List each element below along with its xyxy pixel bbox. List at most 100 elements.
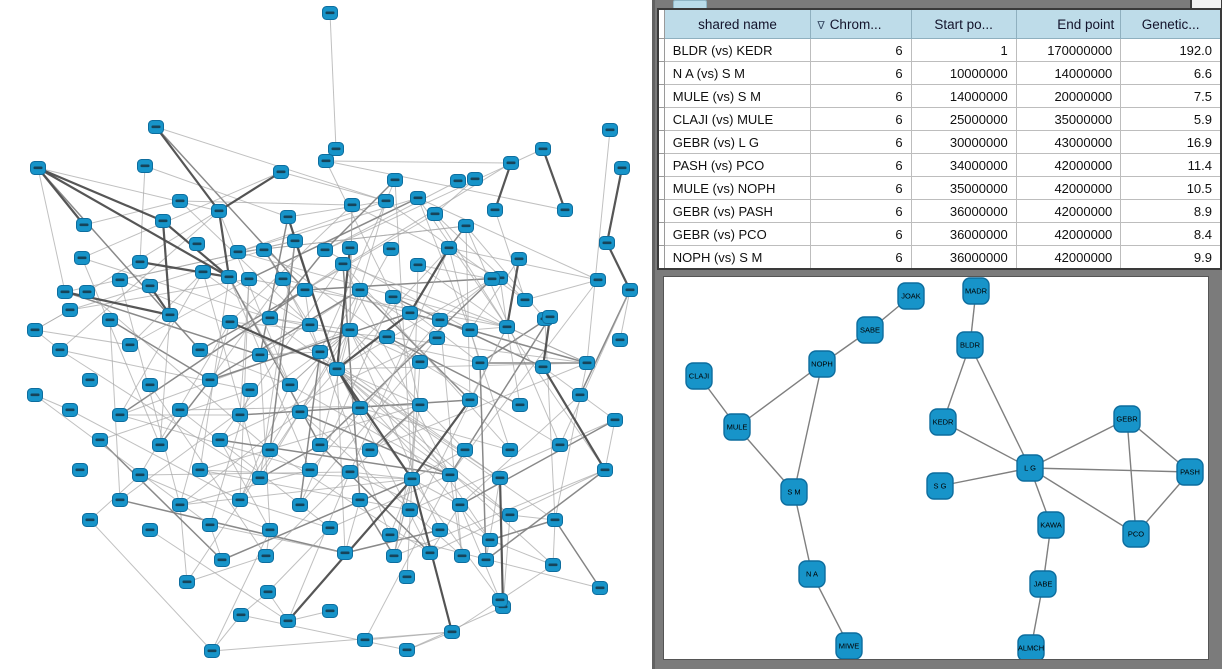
network-node[interactable] [458, 219, 474, 233]
network-node[interactable] [502, 508, 518, 522]
column-header-shared-name[interactable]: shared name [663, 8, 812, 39]
network-node[interactable] [230, 245, 246, 259]
table-cell[interactable]: 35000000 [910, 176, 1017, 200]
network-node[interactable] [335, 257, 351, 271]
main-network-view[interactable] [0, 0, 652, 669]
table-cell[interactable]: GEBR (vs) PASH [663, 199, 812, 223]
network-node[interactable] [148, 120, 164, 134]
table-cell[interactable]: 7.5 [1120, 84, 1222, 108]
network-node[interactable] [511, 252, 527, 266]
network-node[interactable] [52, 343, 68, 357]
network-node[interactable] [233, 608, 249, 622]
network-node[interactable] [478, 553, 494, 567]
table-row[interactable]: MULE (vs) S M 6 14000000 20000000 7.5 [657, 84, 1222, 108]
table-cell[interactable]: 170000000 [1015, 38, 1122, 62]
network-node[interactable] [427, 207, 443, 221]
network-node-sabe[interactable]: SABE [856, 316, 884, 344]
network-node[interactable] [599, 236, 615, 250]
table-cell[interactable]: 6 [810, 176, 912, 200]
network-node[interactable] [399, 570, 415, 584]
table-cell[interactable]: GEBR (vs) PCO [663, 222, 812, 246]
network-node[interactable] [502, 443, 518, 457]
sub-network-view[interactable]: JOAK SABE NOPH CLAJI MULE S M N A MIWE MADR BLDR K… [663, 276, 1209, 662]
network-node-pco[interactable]: PCO [1122, 520, 1150, 548]
network-node[interactable] [260, 585, 276, 599]
network-node[interactable] [545, 558, 561, 572]
network-node[interactable] [329, 362, 345, 376]
network-node[interactable] [312, 438, 328, 452]
network-node[interactable] [499, 320, 515, 334]
table-cell[interactable]: 42000000 [1015, 176, 1122, 200]
table-cell[interactable]: 34000000 [910, 153, 1017, 177]
network-node-claji[interactable]: CLAJI [685, 362, 713, 390]
network-node[interactable] [72, 463, 88, 477]
table-cell[interactable]: 6 [810, 61, 912, 85]
network-node[interactable] [132, 255, 148, 269]
network-node[interactable] [492, 471, 508, 485]
network-node[interactable] [172, 194, 188, 208]
table-cell[interactable]: 6 [810, 107, 912, 131]
network-node[interactable] [422, 546, 438, 560]
network-node-miwe[interactable]: MIWE [835, 632, 863, 660]
network-node-kawa[interactable]: KAWA [1037, 511, 1065, 539]
network-node[interactable] [122, 338, 138, 352]
table-cell[interactable]: 36000000 [910, 199, 1017, 223]
network-node[interactable] [402, 306, 418, 320]
network-node[interactable] [512, 398, 528, 412]
network-node[interactable] [275, 272, 291, 286]
network-node[interactable] [441, 241, 457, 255]
network-node[interactable] [252, 348, 268, 362]
network-node[interactable] [482, 533, 498, 547]
network-node[interactable] [317, 243, 333, 257]
network-node[interactable] [410, 258, 426, 272]
network-node[interactable] [221, 270, 237, 284]
network-node-madr[interactable]: MADR [962, 277, 990, 305]
network-node[interactable] [273, 165, 289, 179]
table-cell[interactable]: 6 [810, 38, 912, 62]
network-node[interactable] [503, 156, 519, 170]
network-node-n-a[interactable]: N A [798, 560, 826, 588]
table-row[interactable]: GEBR (vs) PASH 6 36000000 42000000 8.9 [657, 199, 1222, 223]
table-row[interactable]: CLAJI (vs) MULE 6 25000000 35000000 5.9 [657, 107, 1222, 131]
network-node[interactable] [112, 408, 128, 422]
network-node[interactable] [399, 643, 415, 657]
network-node[interactable] [142, 279, 158, 293]
table-row[interactable]: MULE (vs) NOPH 6 35000000 42000000 10.5 [657, 176, 1222, 200]
network-node[interactable] [280, 614, 296, 628]
network-node[interactable] [112, 273, 128, 287]
network-node-joak[interactable]: JOAK [897, 282, 925, 310]
network-node[interactable] [211, 204, 227, 218]
network-node[interactable] [357, 633, 373, 647]
network-node[interactable] [385, 290, 401, 304]
network-node[interactable] [444, 625, 460, 639]
table-row[interactable]: N A (vs) S M 6 10000000 14000000 6.6 [657, 61, 1222, 85]
table-cell[interactable]: 6 [810, 199, 912, 223]
network-node[interactable] [362, 443, 378, 457]
network-node[interactable] [292, 498, 308, 512]
network-node[interactable] [542, 310, 558, 324]
table-row[interactable]: BLDR (vs) KEDR 6 1 170000000 192.0 [657, 38, 1222, 62]
table-cell[interactable]: 11.4 [1120, 153, 1222, 177]
network-node[interactable] [432, 523, 448, 537]
network-node[interactable] [256, 243, 272, 257]
network-node[interactable] [258, 549, 274, 563]
panel-tab-remnant[interactable] [673, 0, 707, 8]
network-node[interactable] [262, 311, 278, 325]
network-node[interactable] [612, 333, 628, 347]
network-node[interactable] [535, 360, 551, 374]
network-node[interactable] [192, 463, 208, 477]
scrollbar-remnant[interactable] [1190, 0, 1222, 8]
network-node[interactable] [155, 214, 171, 228]
network-node[interactable] [297, 283, 313, 297]
table-cell[interactable]: 6.6 [1120, 61, 1222, 85]
table-cell[interactable]: BLDR (vs) KEDR [663, 38, 812, 62]
network-node[interactable] [622, 283, 638, 297]
table-cell[interactable]: 6 [810, 130, 912, 154]
network-node-s-m[interactable]: S M [780, 478, 808, 506]
network-node[interactable] [214, 553, 230, 567]
network-node[interactable] [62, 303, 78, 317]
network-node-noph[interactable]: NOPH [808, 350, 836, 378]
network-node[interactable] [192, 343, 208, 357]
table-cell[interactable]: 16.9 [1120, 130, 1222, 154]
network-node[interactable] [262, 443, 278, 457]
